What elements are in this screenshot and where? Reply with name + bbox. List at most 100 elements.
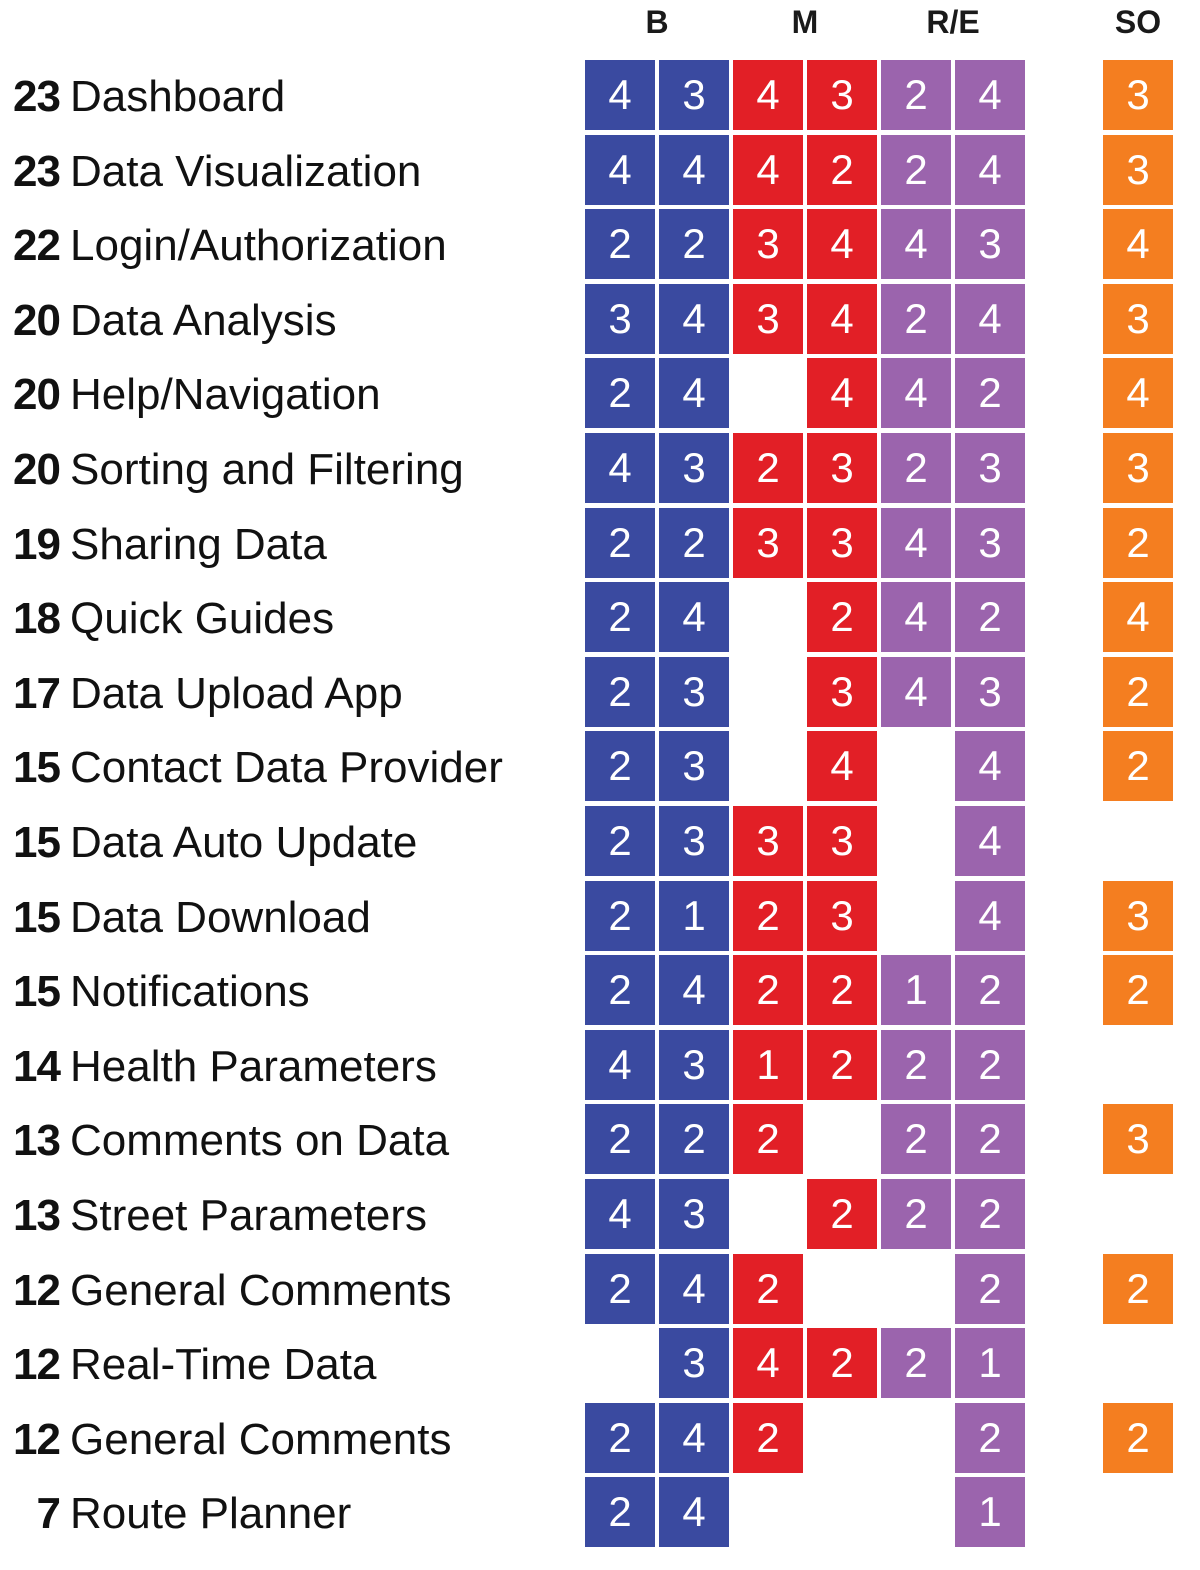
row-total: 13 (13, 1191, 61, 1240)
row-total: 15 (13, 743, 61, 792)
row-label: Data Visualization (70, 147, 422, 196)
table-row: 15 Data Auto Update 2 3 3 3 4 (0, 806, 1200, 880)
table-row: 20 Sorting and Filtering 4 3 2 3 2 3 3 (0, 433, 1200, 507)
score-cell: 2 (955, 955, 1025, 1025)
row-label: Route Planner (70, 1489, 352, 1538)
row-total: 20 (13, 296, 61, 345)
row-label: Comments on Data (70, 1116, 450, 1165)
score-cell: 3 (1103, 135, 1173, 205)
score-cell: 2 (955, 582, 1025, 652)
table-row: 15 Notifications 2 4 2 2 1 2 2 (0, 955, 1200, 1029)
score-cell: 4 (659, 955, 729, 1025)
score-cell: 4 (659, 284, 729, 354)
score-cell: 3 (1103, 433, 1173, 503)
score-cell: 3 (807, 433, 877, 503)
score-cell: 1 (955, 1328, 1025, 1398)
score-cell: 2 (585, 1477, 655, 1547)
score-cell: 3 (807, 881, 877, 951)
table-row: 20 Help/Navigation 2 4 4 4 2 4 (0, 358, 1200, 432)
table-row: 15 Data Download 2 1 2 3 4 3 (0, 881, 1200, 955)
score-cell: 3 (807, 508, 877, 578)
table-row: 17 Data Upload App 2 3 3 4 3 2 (0, 657, 1200, 731)
score-cell: 4 (955, 60, 1025, 130)
row-label: Quick Guides (70, 594, 335, 643)
score-cell: 3 (807, 657, 877, 727)
score-cell: 4 (955, 881, 1025, 951)
row-total: 23 (13, 147, 61, 196)
score-cell: 2 (733, 1104, 803, 1174)
score-cell: 2 (733, 955, 803, 1025)
score-cell: 4 (955, 284, 1025, 354)
score-cell: 2 (881, 1030, 951, 1100)
score-cell: 3 (733, 284, 803, 354)
score-cell: 3 (955, 508, 1025, 578)
score-cell: 2 (1103, 508, 1173, 578)
row-label: Real-Time Data (70, 1340, 377, 1389)
row-total: 18 (13, 594, 61, 643)
score-cell: 3 (807, 60, 877, 130)
score-cell: 3 (585, 284, 655, 354)
score-cell: 2 (585, 582, 655, 652)
row-total: 20 (13, 370, 61, 419)
score-cell: 3 (1103, 284, 1173, 354)
score-cell: 2 (585, 731, 655, 801)
score-cell: 4 (1103, 209, 1173, 279)
score-cell: 2 (585, 657, 655, 727)
score-cell: 1 (659, 881, 729, 951)
table-row: 13 Comments on Data 2 2 2 2 2 3 (0, 1104, 1200, 1178)
score-cell: 4 (659, 358, 729, 428)
table-row: 18 Quick Guides 2 4 2 4 2 4 (0, 582, 1200, 656)
score-cell: 2 (955, 358, 1025, 428)
row-total: 12 (13, 1340, 61, 1389)
score-cell: 4 (585, 135, 655, 205)
row-label: Help/Navigation (70, 370, 381, 419)
row-label: General Comments (70, 1415, 452, 1464)
row-total: 23 (13, 72, 61, 121)
row-label: Health Parameters (70, 1042, 437, 1091)
row-label: Data Auto Update (70, 818, 418, 867)
table-row: 13 Street Parameters 4 3 2 2 2 (0, 1179, 1200, 1253)
score-cell: 4 (585, 60, 655, 130)
score-cell: 2 (585, 806, 655, 876)
row-label: Data Analysis (70, 296, 337, 345)
score-cell: 4 (807, 284, 877, 354)
score-cell: 4 (955, 731, 1025, 801)
row-total: 17 (13, 669, 61, 718)
table-row: 19 Sharing Data 2 2 3 3 4 3 2 (0, 508, 1200, 582)
score-cell: 2 (807, 955, 877, 1025)
score-cell: 2 (955, 1104, 1025, 1174)
score-cell: 4 (659, 1477, 729, 1547)
score-cell: 4 (733, 1328, 803, 1398)
score-cell: 2 (585, 1254, 655, 1324)
score-cell: 3 (807, 806, 877, 876)
row-total: 19 (13, 520, 61, 569)
score-cell: 2 (807, 1030, 877, 1100)
row-label: Dashboard (70, 72, 286, 121)
score-cell: 2 (585, 209, 655, 279)
score-cell: 2 (659, 508, 729, 578)
score-cell: 4 (881, 582, 951, 652)
score-cell: 4 (881, 508, 951, 578)
score-cell: 3 (659, 657, 729, 727)
score-cell: 3 (659, 433, 729, 503)
score-cell: 4 (1103, 358, 1173, 428)
score-cell: 3 (1103, 881, 1173, 951)
score-cell: 2 (881, 135, 951, 205)
score-cell: 4 (807, 358, 877, 428)
score-cell: 2 (733, 1254, 803, 1324)
score-cell: 4 (955, 135, 1025, 205)
row-label: Data Upload App (70, 669, 403, 718)
row-label: Data Download (70, 893, 371, 942)
score-cell: 2 (881, 433, 951, 503)
table-row: 14 Health Parameters 4 3 1 2 2 2 (0, 1030, 1200, 1104)
column-header-b: B (645, 4, 669, 40)
score-cell: 2 (881, 1179, 951, 1249)
score-cell: 2 (585, 358, 655, 428)
score-cell: 2 (733, 881, 803, 951)
score-cell: 4 (659, 135, 729, 205)
score-cell: 4 (807, 209, 877, 279)
row-label: General Comments (70, 1266, 452, 1315)
row-total: 15 (13, 967, 61, 1016)
score-cell: 2 (881, 1328, 951, 1398)
score-cell: 4 (881, 358, 951, 428)
